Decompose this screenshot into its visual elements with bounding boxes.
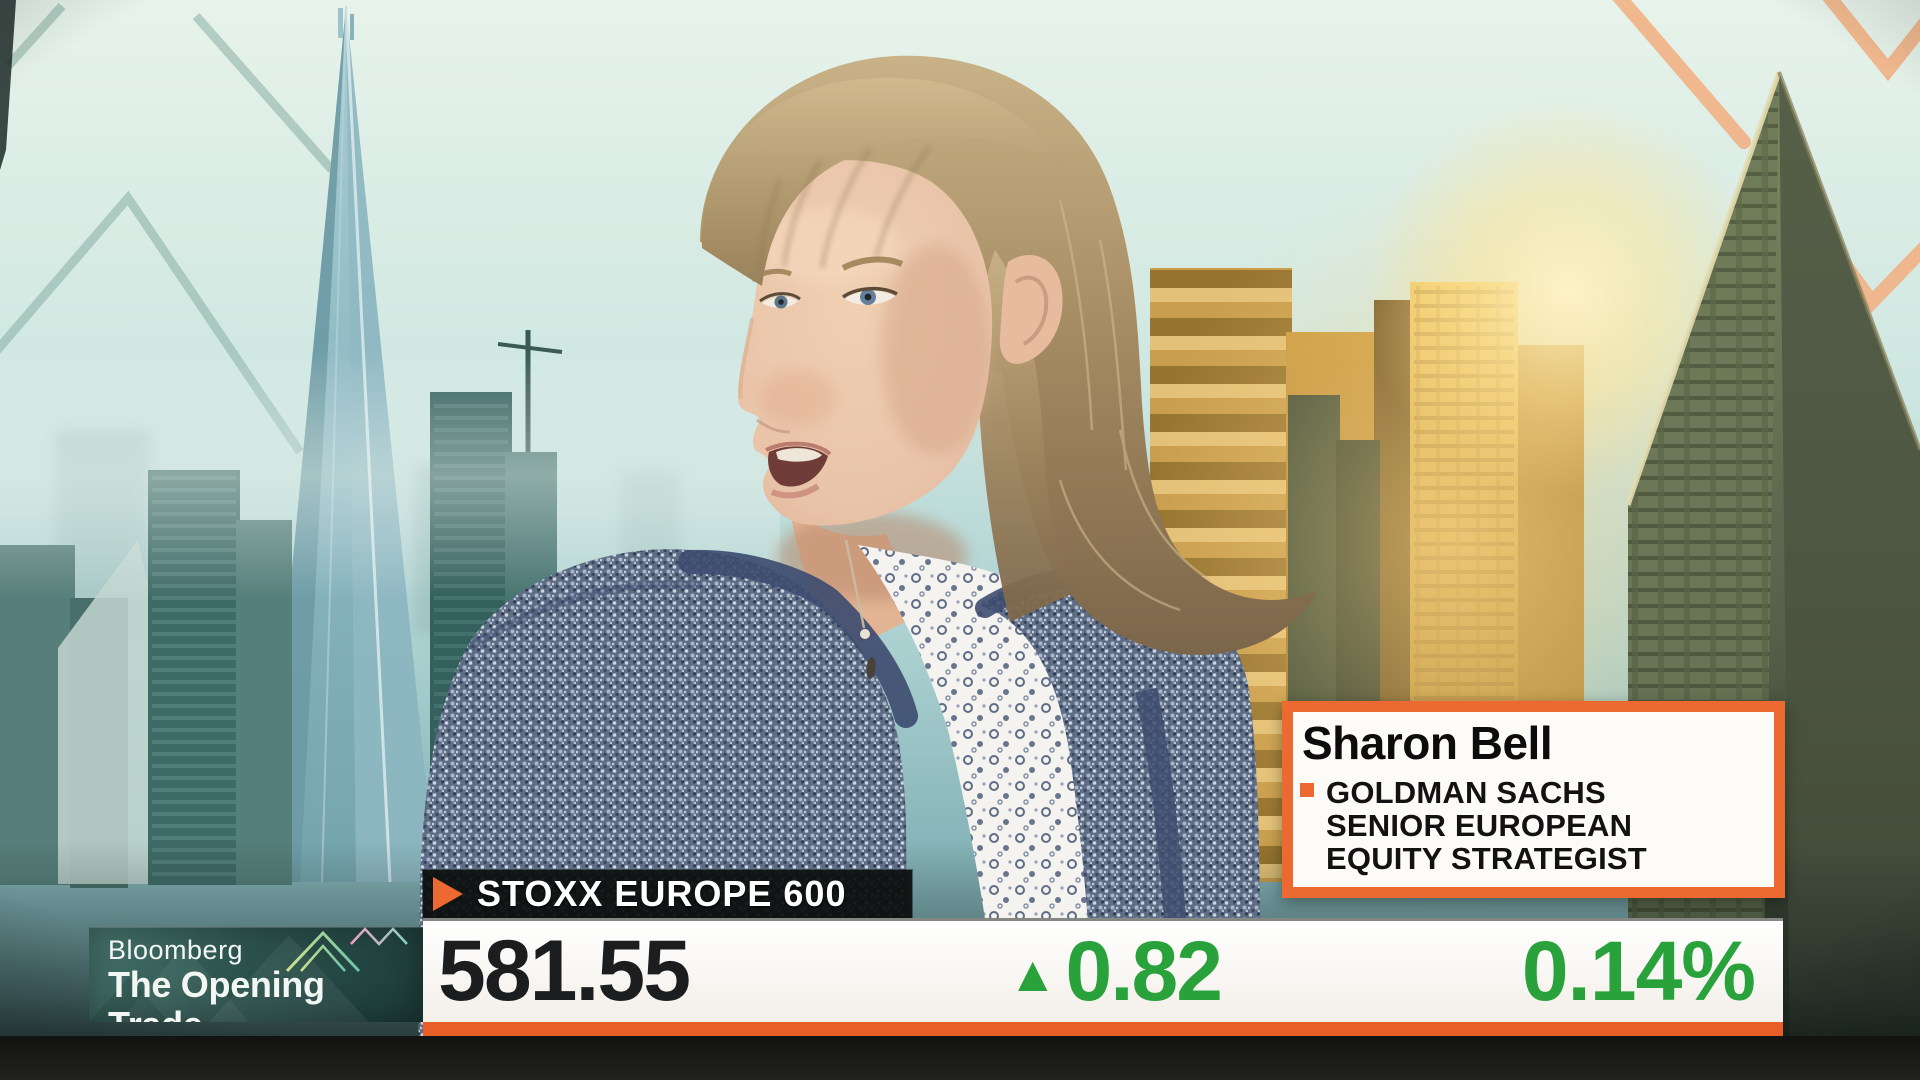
guest-lower-third: Sharon Bell GOLDMAN SACHS SENIOR EUROPEA…: [1282, 701, 1785, 898]
guest-title-line: GOLDMAN SACHS: [1326, 775, 1606, 810]
bottom-band: [0, 1036, 1920, 1080]
ticker-change-percent: 0.14%: [1521, 924, 1756, 1018]
ticker-last-price: 581.55: [438, 923, 691, 1019]
up-arrow-icon: ▲: [1008, 945, 1058, 1002]
guest-title: GOLDMAN SACHS SENIOR EUROPEAN EQUITY STR…: [1326, 776, 1647, 875]
guest-title-line: EQUITY STRATEGIST: [1326, 841, 1647, 876]
show-title: The Opening Trade: [108, 964, 325, 1023]
guest-title-line: SENIOR EUROPEAN: [1326, 808, 1633, 843]
show-logo-box: Bloomberg The Opening Trade: [89, 927, 423, 1022]
ticker-change: ▲ 0.82: [1008, 921, 1223, 1022]
network-name: Bloomberg: [108, 935, 244, 965]
ticker-value-bar: 581.55 ▲ 0.82 0.14%: [423, 918, 1783, 1022]
ticker-accent-strip: [423, 1022, 1783, 1036]
guest-name: Sharon Bell: [1302, 717, 1553, 769]
ticker-change-value: 0.82: [1065, 924, 1223, 1018]
guest-bullet-icon: [1300, 783, 1314, 797]
show-logo-triangles-icon: [89, 927, 408, 1022]
ticker-label: STOXX EUROPE 600: [477, 873, 847, 914]
ticker-label-bar: STOXX EUROPE 600: [423, 870, 912, 918]
ticker-pointer-icon: [433, 877, 463, 911]
